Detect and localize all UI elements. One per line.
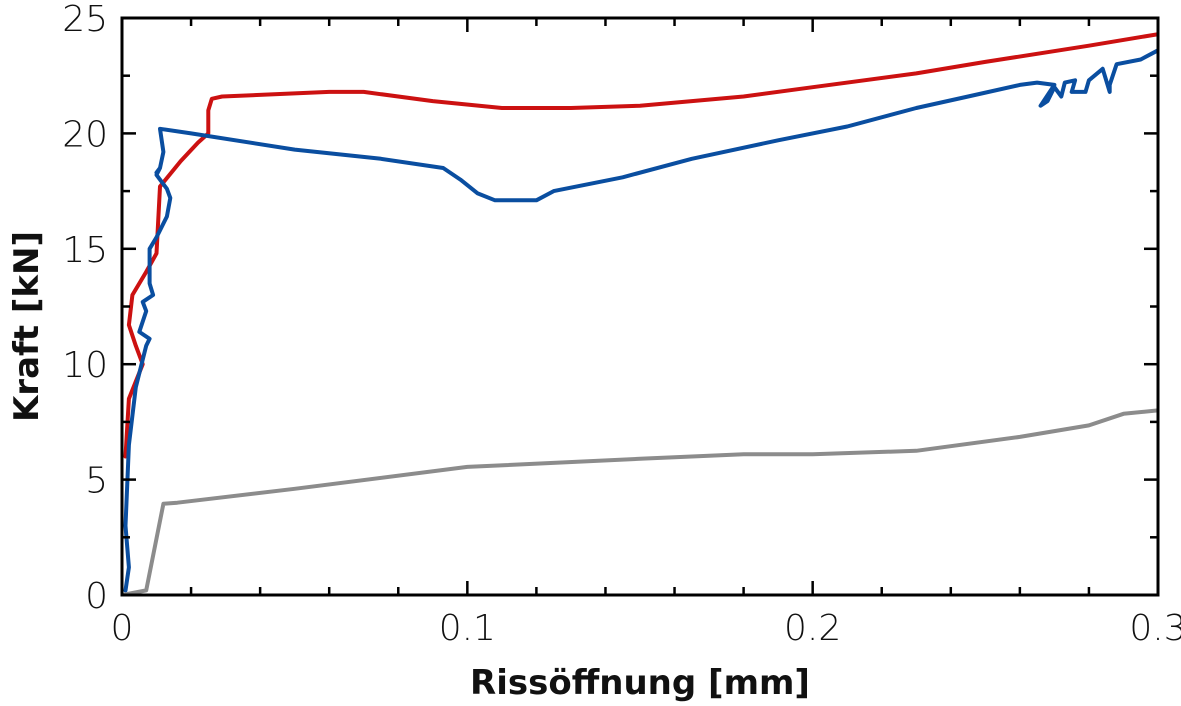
x-tick-label: 0.3 bbox=[1129, 608, 1181, 649]
y-tick-label: 25 bbox=[62, 0, 108, 40]
x-tick-label: 0 bbox=[111, 608, 134, 649]
series-line-2 bbox=[123, 48, 1158, 593]
series-lines bbox=[122, 32, 1158, 595]
y-tick-labels: 0 5 10 15 20 25 bbox=[62, 0, 108, 617]
y-tick-label: 0 bbox=[85, 576, 108, 617]
y-tick-label: 10 bbox=[62, 345, 108, 386]
series-line-3 bbox=[122, 408, 1158, 595]
series-line-1 bbox=[123, 32, 1158, 459]
y-axis-title: Kraft [kN] bbox=[7, 231, 47, 422]
y-tick-label: 15 bbox=[62, 230, 108, 271]
y-tick-label: 20 bbox=[62, 114, 108, 155]
x-tick-labels: 0 0.1 0.2 0.3 bbox=[111, 608, 1181, 649]
x-tick-label: 0.1 bbox=[439, 608, 496, 649]
y-tick-label: 5 bbox=[85, 461, 108, 502]
x-tick-label: 0.2 bbox=[784, 608, 841, 649]
x-axis-title: Rissöffnung [mm] bbox=[470, 663, 810, 703]
axis-ticks bbox=[120, 16, 1160, 597]
